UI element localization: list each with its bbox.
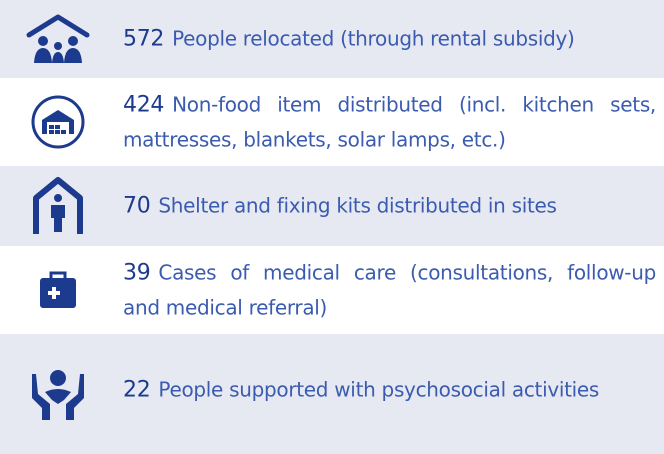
item-label: People relocated (through rental subsidy… (172, 26, 575, 51)
item-text: 424 Non-food item distributed (incl. kitc… (123, 88, 656, 157)
medical-icon (12, 248, 104, 332)
item-text: 39 Cases of medical care (consultations, … (123, 256, 656, 325)
item-label: Non-food item distributed (incl. kitchen… (123, 92, 656, 152)
row: 22 People supported with psychosocial act… (0, 334, 664, 454)
shelter-icon (12, 166, 104, 246)
item-text: 22 People supported with psychosocial act… (123, 373, 656, 408)
item-value: 70 (123, 193, 151, 219)
support-icon (12, 334, 104, 454)
row: 572 People relocated (through rental subs… (0, 0, 664, 78)
row: 39 Cases of medical care (consultations, … (0, 248, 664, 332)
warehouse-icon (12, 80, 104, 164)
family-icon (12, 0, 104, 78)
row: 70 Shelter and fixing kits distributed in… (0, 166, 664, 246)
item-value: 22 (123, 377, 151, 403)
row: 424 Non-food item distributed (incl. kitc… (0, 80, 664, 164)
item-value: 39 (123, 260, 151, 286)
item-label: Cases of medical care (consultations, fo… (123, 260, 656, 320)
item-value: 424 (123, 92, 165, 118)
item-text: 70 Shelter and fixing kits distributed in… (123, 189, 656, 224)
item-label: Shelter and fixing kits distributed in s… (158, 193, 557, 218)
item-value: 572 (123, 26, 165, 52)
item-label: People supported with psychosocial activ… (158, 377, 600, 402)
item-text: 572 People relocated (through rental subs… (123, 22, 656, 57)
